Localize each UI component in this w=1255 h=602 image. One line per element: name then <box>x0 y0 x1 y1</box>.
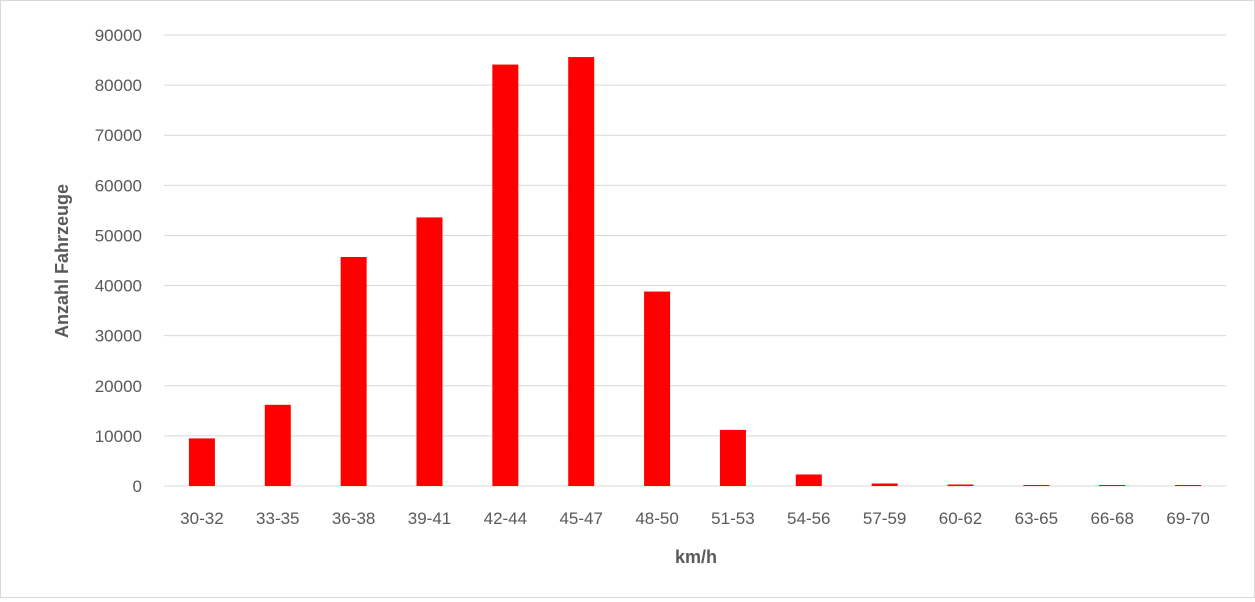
x-tick-label: 69-70 <box>1166 509 1209 528</box>
y-tick-label: 0 <box>133 477 142 496</box>
y-tick-label: 10000 <box>95 427 142 446</box>
x-tick-label: 57-59 <box>863 509 906 528</box>
x-tick-label: 48-50 <box>635 509 678 528</box>
x-tick-label: 39-41 <box>408 509 451 528</box>
bar-42-44 <box>492 64 519 486</box>
y-tick-label: 60000 <box>95 176 142 195</box>
bar-57-59 <box>871 483 898 486</box>
y-tick-label: 80000 <box>95 76 142 95</box>
bar-69-70 <box>1175 484 1202 486</box>
bar-48-50 <box>644 291 671 486</box>
x-axis-title: km/h <box>675 547 717 567</box>
gridlines <box>164 34 1226 487</box>
bar-45-47 <box>568 57 595 486</box>
bar-54-56 <box>795 474 822 486</box>
bar-33-35 <box>264 404 291 486</box>
x-tick-label: 42-44 <box>484 509 527 528</box>
bar-30-32 <box>188 438 215 486</box>
x-tick-label: 51-53 <box>711 509 754 528</box>
y-tick-label: 30000 <box>95 327 142 346</box>
x-tick-label: 54-56 <box>787 509 830 528</box>
y-tick-label: 90000 <box>95 26 142 45</box>
x-tick-label: 60-62 <box>939 509 982 528</box>
bars <box>188 57 1202 486</box>
bar-36-38 <box>340 256 367 486</box>
y-tick-label: 40000 <box>95 277 142 296</box>
x-axis-ticks: 30-32 33-35 36-38 39-41 42-44 45-47 48-50 51-53… <box>180 509 1210 528</box>
bar-39-41 <box>416 217 443 486</box>
bar-66-68 <box>1099 484 1126 486</box>
bar-63-65 <box>1023 484 1050 486</box>
x-tick-label: 30-32 <box>180 509 223 528</box>
y-axis-ticks: 0 10000 20000 30000 40000 50000 60000 70000 8000… <box>95 26 142 496</box>
x-tick-label: 63-65 <box>1015 509 1058 528</box>
y-axis-title: Anzahl Fahrzeuge <box>52 184 72 338</box>
x-tick-label: 33-35 <box>256 509 299 528</box>
y-tick-label: 50000 <box>95 226 142 245</box>
bar-51-53 <box>719 429 746 486</box>
bar-60-62 <box>947 484 974 486</box>
y-tick-label: 70000 <box>95 126 142 145</box>
x-tick-label: 66-68 <box>1090 509 1133 528</box>
y-tick-label: 20000 <box>95 377 142 396</box>
x-tick-label: 36-38 <box>332 509 375 528</box>
x-tick-label: 45-47 <box>559 509 602 528</box>
